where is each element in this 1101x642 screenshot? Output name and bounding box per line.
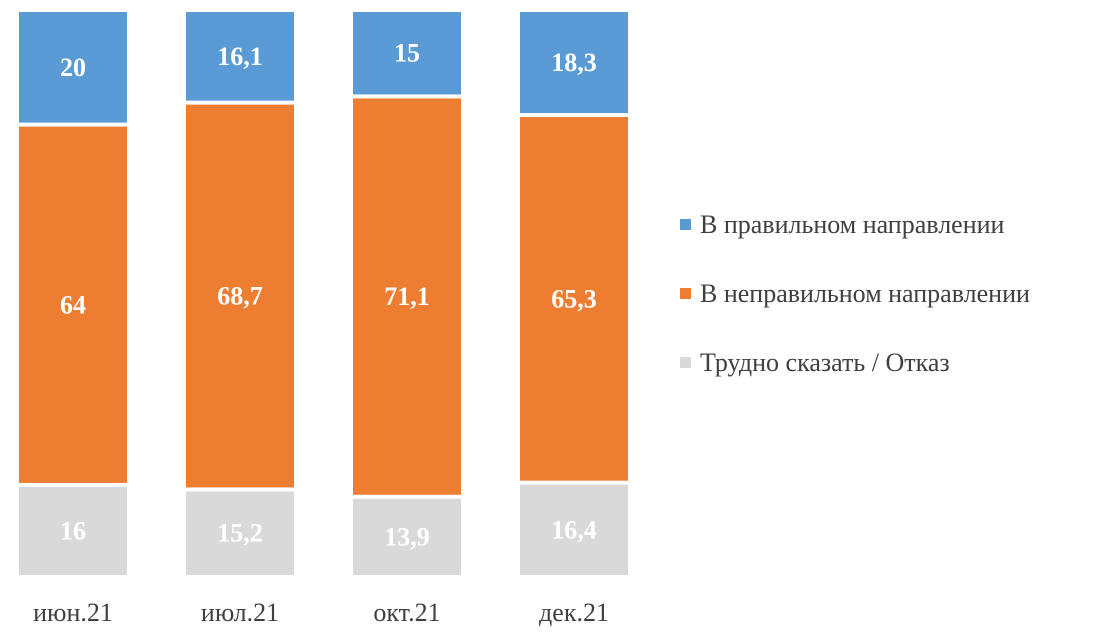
legend-item-hard-to-say: Трудно сказать / Отказ	[680, 328, 1030, 397]
legend-item-wrong-direction: В неправильном направлении	[680, 259, 1030, 328]
data-label-hard-to-say-3: 16,4	[551, 515, 597, 544]
category-label-3: дек.21	[539, 598, 609, 627]
legend-label-hard-to-say: Трудно сказать / Отказ	[700, 347, 950, 377]
bar-right-direction-0	[19, 12, 127, 123]
bar-wrong-direction-3	[520, 117, 628, 481]
legend-swatch-right-direction	[680, 219, 691, 230]
bar-hard-to-say-1	[186, 491, 294, 575]
data-label-hard-to-say-1: 15,2	[217, 519, 263, 548]
bar-hard-to-say-0	[19, 486, 127, 575]
data-label-wrong-direction-0: 64	[60, 290, 86, 319]
legend-item-right-direction: В правильном направлении	[680, 190, 1030, 259]
legend-label-right-direction: В правильном направлении	[700, 209, 1005, 239]
legend: В правильном направлении В неправильном …	[680, 190, 1030, 397]
bar-hard-to-say-2	[353, 498, 461, 575]
legend-swatch-wrong-direction	[680, 288, 691, 299]
data-label-hard-to-say-2: 13,9	[384, 522, 430, 551]
data-label-right-direction-1: 16,1	[217, 42, 263, 71]
stacked-bar-chart: 20 64 16 июн.21 16,1 68,7 15,2 июл.21 15 71,1 13,9…	[19, 12, 628, 627]
bar-right-direction-2	[353, 12, 461, 95]
bar-hard-to-say-3	[520, 484, 628, 575]
data-label-wrong-direction-2: 71,1	[384, 282, 430, 311]
category-label-1: июл.21	[201, 598, 279, 627]
data-label-right-direction-0: 20	[60, 53, 86, 82]
bar-wrong-direction-0	[19, 126, 127, 483]
data-label-wrong-direction-1: 68,7	[217, 282, 263, 311]
bar-right-direction-1	[186, 12, 294, 101]
category-label-2: окт.21	[373, 598, 440, 627]
data-label-right-direction-3: 18,3	[551, 48, 597, 77]
data-label-wrong-direction-3: 65,3	[551, 284, 597, 313]
data-label-hard-to-say-0: 16	[60, 516, 86, 545]
legend-swatch-hard-to-say	[680, 357, 691, 368]
bar-wrong-direction-1	[186, 104, 294, 488]
legend-label-wrong-direction: В неправильном направлении	[700, 278, 1030, 308]
bar-right-direction-3	[520, 12, 628, 114]
bar-wrong-direction-2	[353, 98, 461, 495]
data-label-right-direction-2: 15	[394, 39, 420, 68]
category-label-0: июн.21	[33, 598, 113, 627]
